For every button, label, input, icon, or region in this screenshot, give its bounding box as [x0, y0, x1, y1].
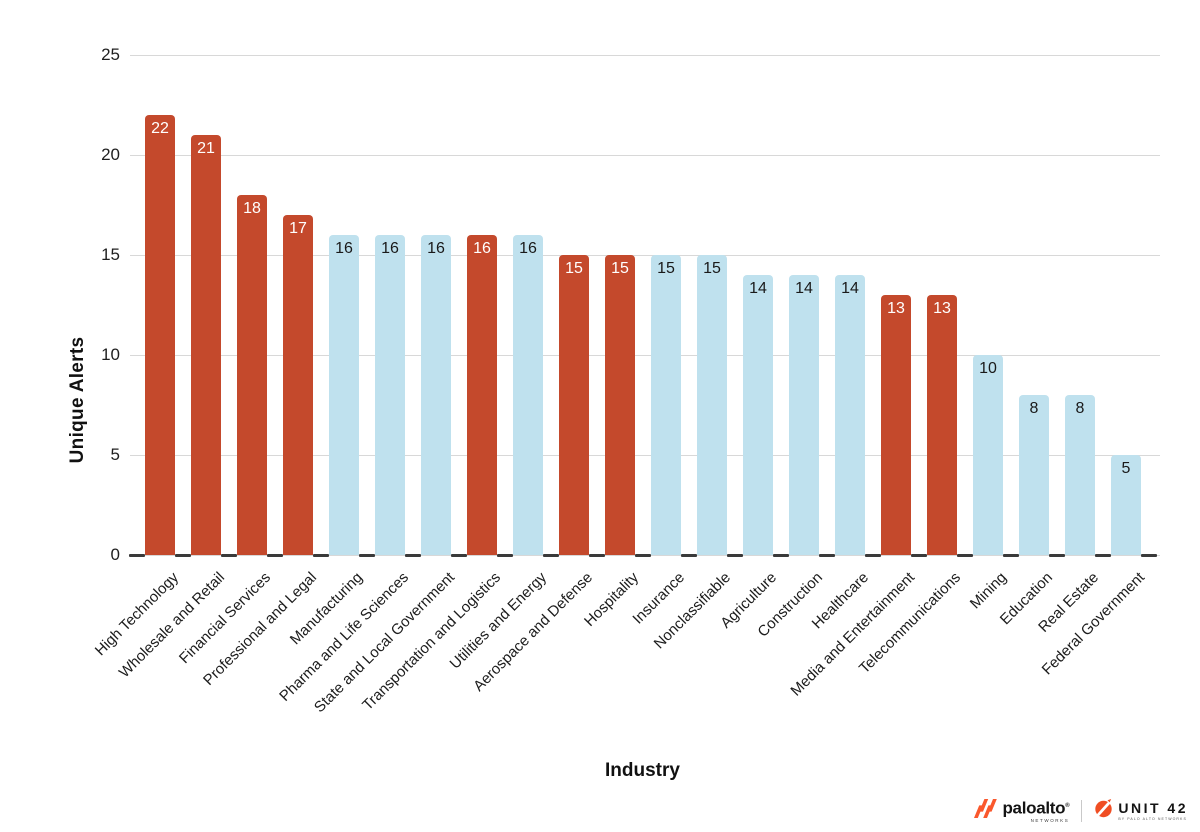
bar-value-label: 10 [979, 360, 997, 377]
y-tick-label: 20 [101, 145, 120, 164]
y-tick-label: 25 [101, 45, 120, 64]
unit42-logo: UNIT 42 BY PALO ALTO NETWORKS [1094, 799, 1188, 823]
bar: 14 [835, 275, 865, 555]
bar: 17 [283, 215, 313, 555]
axis-baseline-tick [313, 554, 329, 557]
y-gridline [130, 155, 1160, 156]
y-tick-label: 5 [110, 445, 120, 464]
bar-value-label: 16 [381, 240, 399, 257]
axis-baseline-tick [497, 554, 513, 557]
bar-value-label: 15 [657, 260, 675, 277]
axis-baseline-tick [773, 554, 789, 557]
bar: 13 [881, 295, 911, 555]
bar-value-label: 14 [795, 280, 813, 297]
y-tick-label: 15 [101, 245, 120, 264]
bar-value-label: 22 [151, 120, 169, 137]
axis-baseline-tick [635, 554, 651, 557]
bar-value-label: 14 [841, 280, 859, 297]
bar-value-label: 21 [197, 140, 215, 157]
bar-value-label: 15 [703, 260, 721, 277]
axis-baseline-tick [911, 554, 927, 557]
y-gridline [130, 455, 1160, 456]
registered-mark: ® [1065, 803, 1070, 810]
axis-baseline-tick [221, 554, 237, 557]
axis-baseline-tick [1003, 554, 1019, 557]
bar-value-label: 16 [519, 240, 537, 257]
bar-value-label: 13 [887, 300, 905, 317]
axis-baseline-tick [175, 554, 191, 557]
x-axis-title: Industry [605, 760, 680, 781]
unit42-wordmark: UNIT 42 [1118, 799, 1188, 816]
brand-divider [1081, 800, 1083, 823]
bar: 14 [789, 275, 819, 555]
axis-baseline-tick [727, 554, 743, 557]
bar: 13 [927, 295, 957, 555]
bar: 15 [605, 255, 635, 555]
axis-baseline-tick [1049, 554, 1065, 557]
paloalto-wordmark: paloalto® [1002, 799, 1070, 818]
axis-baseline-tick [1141, 554, 1157, 557]
bar-value-label: 18 [243, 200, 261, 217]
paloalto-networks-logo: paloalto® NETWORKS [974, 798, 1070, 824]
axis-baseline-tick [865, 554, 881, 557]
bar-value-label: 15 [611, 260, 629, 277]
bar-value-label: 14 [749, 280, 767, 297]
bar: 21 [191, 135, 221, 555]
axis-baseline-tick [129, 554, 145, 557]
bar: 8 [1065, 395, 1095, 555]
bar: 15 [559, 255, 589, 555]
bar: 10 [973, 355, 1003, 555]
bar-value-label: 5 [1121, 460, 1131, 477]
y-gridline [130, 55, 1160, 56]
axis-baseline-tick [267, 554, 283, 557]
bar: 16 [513, 235, 543, 555]
bar: 22 [145, 115, 175, 555]
bar: 18 [237, 195, 267, 555]
axis-baseline-tick [681, 554, 697, 557]
bar: 5 [1111, 455, 1141, 555]
y-tick-label: 0 [110, 545, 120, 564]
y-axis-title: Unique Alerts [67, 336, 88, 464]
bar: 15 [697, 255, 727, 555]
bar-value-label: 15 [565, 260, 583, 277]
bar-value-label: 8 [1075, 400, 1085, 417]
y-gridline [130, 255, 1160, 256]
axis-baseline-tick [359, 554, 375, 557]
axis-baseline-tick [1095, 554, 1111, 557]
bar-value-label: 17 [289, 220, 307, 237]
paloalto-networks-subtext: NETWORKS [1030, 818, 1070, 823]
unit42-zero-slash-icon [1094, 799, 1113, 823]
bar-value-label: 13 [933, 300, 951, 317]
y-tick-label: 10 [101, 345, 120, 364]
paloalto-slashes-icon [974, 799, 998, 823]
axis-baseline-tick [405, 554, 421, 557]
bar-value-label: 16 [427, 240, 445, 257]
bar: 16 [421, 235, 451, 555]
brand-bar: paloalto® NETWORKS UNIT 42 BY PALO ALTO … [974, 798, 1188, 824]
bar-value-label: 16 [473, 240, 491, 257]
axis-baseline-tick [451, 554, 467, 557]
unit42-subtext: BY PALO ALTO NETWORKS [1118, 816, 1187, 821]
axis-baseline-tick [957, 554, 973, 557]
bar: 16 [375, 235, 405, 555]
bar: 15 [651, 255, 681, 555]
bar-value-label: 16 [335, 240, 353, 257]
plot-area: 22 21 18 17 16 16 16 16 16 15 15 15 15 14 14 14 13 13 10 8 8… [129, 55, 1160, 557]
x-axis-category-labels: High Technology Wholesale and Retail Finan… [92, 555, 1160, 716]
axis-baseline-tick [543, 554, 559, 557]
bar: 8 [1019, 395, 1049, 555]
bar: 14 [743, 275, 773, 555]
axis-baseline-tick [589, 554, 605, 557]
bar: 16 [329, 235, 359, 555]
axis-baseline-tick [819, 554, 835, 557]
bar-value-label: 8 [1029, 400, 1039, 417]
bar: 16 [467, 235, 497, 555]
y-gridline [130, 355, 1160, 356]
